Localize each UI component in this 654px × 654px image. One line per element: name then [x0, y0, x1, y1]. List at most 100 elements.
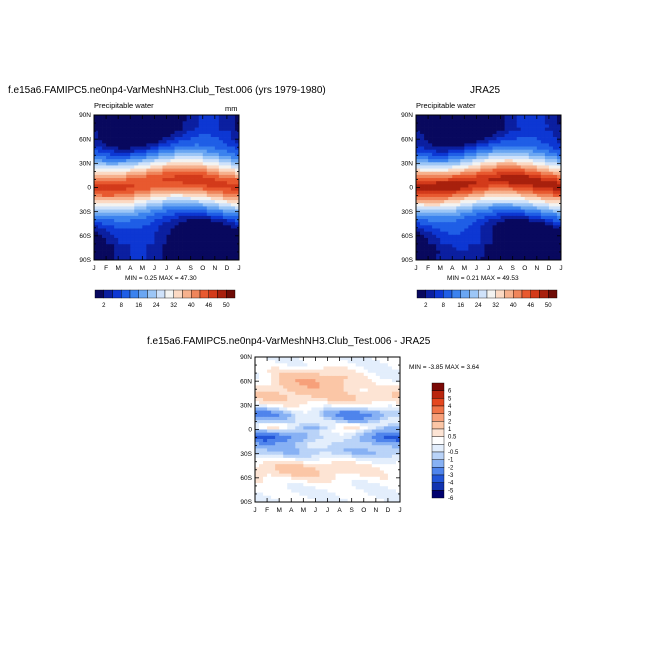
right-colorbar-swatch: [495, 289, 505, 299]
right-max-value: 49.53: [502, 275, 519, 282]
left-x-tick-label: N: [212, 265, 217, 272]
left-x-tick-label: D: [225, 265, 230, 272]
right-colorbar-swatch: [425, 289, 435, 299]
right-colorbar-label: 2: [424, 303, 428, 309]
right-colorbar-label: 16: [457, 303, 464, 309]
left-colorbar-label: 40: [188, 303, 195, 309]
right-x-tick-label: J: [559, 265, 562, 272]
right-colorbar-swatch: [530, 289, 540, 299]
diff-colorbar-label: 0: [448, 442, 452, 448]
left-y-tick-label: 90N: [79, 112, 91, 119]
right-colorbar: 2 8 16 24 32 40 46 50: [416, 289, 558, 309]
diff-colorbar-swatch: [431, 421, 445, 430]
right-colorbar-swatch: [539, 289, 549, 299]
diff-colorbar-swatch: [431, 482, 445, 491]
diff-colorbar-swatch: [431, 405, 445, 414]
diff-colorbar-swatch: [431, 436, 445, 445]
diff-y-tick-label: 30S: [240, 451, 252, 458]
right-x-tick-label: A: [450, 265, 455, 272]
diff-colorbar-label: -4: [448, 481, 454, 487]
diff-colorbar-label: 2: [448, 419, 452, 425]
left-panel-subtitle: Precipitable water: [94, 101, 154, 110]
diff-colorbar-label: 1: [448, 427, 452, 433]
left-colorbar-swatch: [208, 289, 218, 299]
left-colorbar-swatch: [173, 289, 183, 299]
left-colorbar-swatch: [226, 289, 236, 299]
diff-colorbar-label: -3: [448, 473, 454, 479]
left-x-tick-label: A: [128, 265, 133, 272]
right-colorbar-swatch: [478, 289, 488, 299]
right-x-tick-label: M: [462, 265, 467, 272]
right-colorbar-swatch: [416, 289, 426, 299]
left-colorbar-swatch: [217, 289, 227, 299]
diff-x-tick-label: J: [314, 507, 317, 514]
right-x-tick-label: A: [498, 265, 503, 272]
right-y-tick-label: 60S: [401, 233, 413, 240]
left-x-tick-label: J: [237, 265, 240, 272]
right-colorbar-swatch: [451, 289, 461, 299]
diff-x-tick-label: M: [301, 507, 306, 514]
right-stats: MIN = 0.21 MAX = 49.53: [447, 275, 519, 282]
right-colorbar-swatch: [434, 289, 444, 299]
left-x-tick-label: M: [140, 265, 145, 272]
diff-max-label: MAX =: [444, 364, 465, 371]
diff-colorbar-swatch: [431, 444, 445, 453]
right-colorbar-swatch: [513, 289, 523, 299]
left-max-label: MAX =: [158, 275, 179, 282]
left-colorbar-label: 32: [170, 303, 177, 309]
diff-x-tick-label: J: [326, 507, 329, 514]
diff-colorbar-label: -6: [448, 496, 454, 502]
diff-min-label: MIN =: [409, 364, 427, 371]
left-colorbar-label: 46: [205, 303, 212, 309]
right-y-tick-label: 30S: [401, 209, 413, 216]
diff-y-tick-label: 60S: [240, 475, 252, 482]
right-x-tick-label: D: [547, 265, 552, 272]
left-colorbar-swatch: [112, 289, 122, 299]
right-colorbar-swatch: [469, 289, 479, 299]
right-y-tick-label: 0: [409, 185, 413, 192]
diff-x-tick-label: F: [265, 507, 269, 514]
left-y-tick-label: 60S: [79, 233, 91, 240]
right-colorbar-swatch: [548, 289, 558, 299]
right-colorbar-label: 24: [475, 303, 482, 309]
left-colorbar-swatch: [191, 289, 201, 299]
left-y-tick-label: 90S: [79, 257, 91, 264]
diff-colorbar-label: -5: [448, 488, 454, 494]
left-colorbar-label: 2: [102, 303, 106, 309]
left-colorbar-label: 16: [135, 303, 142, 309]
left-colorbar-swatch: [129, 289, 139, 299]
diff-x-tick-label: S: [349, 507, 354, 514]
diff-colorbar-label: -0.5: [448, 450, 459, 456]
diff-colorbar-swatch: [431, 474, 445, 483]
right-colorbar-swatch: [504, 289, 514, 299]
left-panel-units: mm: [225, 104, 238, 113]
diff-colorbar-label: 3: [448, 412, 452, 418]
right-x-tick-label: S: [510, 265, 515, 272]
right-colorbar-label: 50: [545, 303, 552, 309]
left-colorbar-label: 50: [223, 303, 230, 309]
left-x-tick-label: M: [115, 265, 120, 272]
diff-colorbar-label: -2: [448, 465, 454, 471]
diff-colorbar-swatch: [431, 459, 445, 468]
left-y-tick-label: 60N: [79, 136, 91, 143]
right-colorbar-swatch: [486, 289, 496, 299]
left-colorbar-swatch: [103, 289, 113, 299]
right-x-tick-label: F: [426, 265, 430, 272]
left-stats: MIN = 0.25 MAX = 47.30: [125, 275, 197, 282]
left-x-tick-label: A: [176, 265, 181, 272]
left-colorbar-swatch: [156, 289, 166, 299]
diff-panel-title: f.e15a6.FAMIPC5.ne0np4-VarMeshNH3.Club_T…: [147, 336, 431, 347]
diff-colorbar-swatch: [431, 490, 445, 499]
left-max-value: 47.30: [180, 275, 197, 282]
left-colorbar-swatch: [138, 289, 148, 299]
left-y-tick-label: 0: [87, 185, 91, 192]
diff-colorbar-swatch: [431, 428, 445, 437]
diff-stats: MIN = -3.85 MAX = 3.64: [409, 364, 479, 371]
left-x-tick-label: S: [188, 265, 193, 272]
diff-x-tick-label: D: [386, 507, 391, 514]
diff-y-tick-label: 60N: [240, 378, 252, 385]
diff-colorbar-label: 4: [448, 404, 452, 410]
left-y-tick-label: 30N: [79, 161, 91, 168]
diff-x-tick-label: A: [289, 507, 294, 514]
right-colorbar-label: 40: [510, 303, 517, 309]
